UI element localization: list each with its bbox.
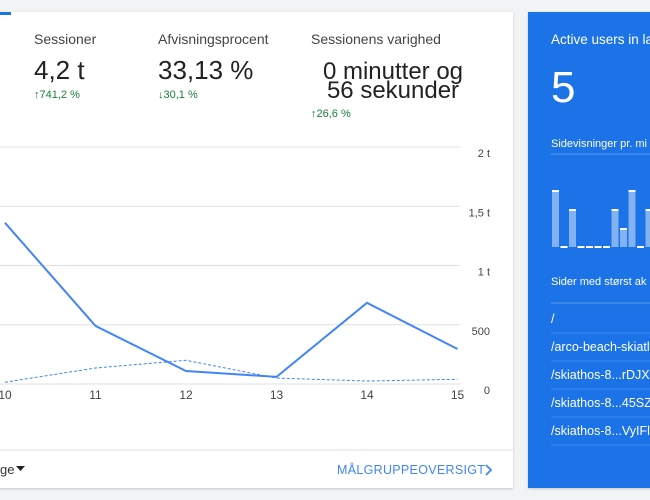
pageview-bar — [645, 209, 650, 247]
y-tick-label: 500 — [472, 326, 490, 338]
series-line — [4, 222, 458, 378]
x-tick-label: 15 — [451, 388, 465, 402]
audience-link[interactable]: MÅLGRUPPEOVERSIGT — [337, 462, 485, 477]
realtime-card — [528, 12, 650, 488]
metric-change: ↓30,1 % — [158, 89, 198, 101]
pageview-bar — [611, 209, 619, 247]
y-tick-label: 1 t — [478, 267, 490, 279]
link-chevron — [485, 464, 493, 476]
metric-value: 33,13 % — [158, 55, 253, 85]
y-tick-label: 2 t — [478, 148, 490, 160]
pageview-bar — [569, 209, 576, 247]
metric-label: Sessionens varighed — [311, 31, 441, 47]
pageview-bar-top — [569, 209, 576, 211]
metric-label: Sessioner — [34, 31, 97, 47]
pageviews-title: Sidevisninger pr. mi — [551, 138, 647, 150]
x-tick-label: 13 — [270, 388, 284, 402]
active-count: 5 — [551, 63, 575, 112]
realtime-content: Active users in la 5 Sidevisninger pr. m… — [551, 32, 650, 446]
pageview-bar-top — [552, 190, 559, 192]
pageview-bar-top — [603, 246, 610, 248]
metric-value: 0 minutter og — [323, 58, 463, 85]
pageview-bar-top — [645, 209, 650, 211]
y-tick-label: 1,5 t — [469, 207, 490, 219]
x-tick-label: 11 — [89, 388, 102, 402]
pageview-bar-top — [577, 246, 585, 248]
page-path: /skiathos-8...rDJX — [551, 368, 650, 382]
pageview-bar-top — [611, 209, 619, 211]
metric-value: 56 sekunder — [327, 77, 459, 104]
series-line — [4, 359, 458, 383]
pageview-bar-top — [594, 246, 602, 248]
x-tick-label: 10 — [0, 388, 12, 402]
metric-value: 4,2 t — [34, 55, 85, 85]
pageview-bar-top — [628, 190, 636, 192]
metric-change: ↑741,2 % — [34, 89, 80, 101]
metric-change: ↑26,6 % — [311, 108, 351, 120]
y-tick-label: 0 — [484, 385, 490, 397]
tab-indicator — [0, 12, 11, 15]
page-path: /skiathos-8...45SZ — [551, 396, 650, 410]
dropdown-arrow — [16, 466, 25, 471]
page-path: /arco-beach-skiatl — [551, 340, 650, 354]
pageview-bar — [628, 190, 636, 247]
metrics: Sessioner 4,2 t ↑741,2 % Afvisningsprocent 3… — [34, 31, 463, 120]
overview-card — [0, 12, 513, 488]
pageview-bar — [620, 228, 627, 247]
dropdown-label[interactable]: ge — [0, 462, 14, 477]
pageview-bar-top — [620, 228, 627, 230]
pageview-bar-top — [586, 246, 593, 248]
x-tick-label: 14 — [360, 388, 374, 402]
x-tick-label: 12 — [179, 388, 193, 402]
pageview-bar-top — [637, 246, 644, 248]
page-path: / — [551, 312, 555, 326]
page-path: /skiathos-8...VyIFl — [551, 424, 650, 438]
line-chart: 0 500 1 t 1,5 t 2 t 10 11 12 13 14 15 — [0, 146, 490, 402]
pageview-bar — [552, 190, 559, 247]
pageview-bar-top — [560, 246, 568, 248]
pages-title: Sider med størst ak — [551, 276, 647, 288]
metric-label: Afvisningsprocent — [158, 31, 269, 47]
realtime-title: Active users in la — [551, 32, 650, 47]
